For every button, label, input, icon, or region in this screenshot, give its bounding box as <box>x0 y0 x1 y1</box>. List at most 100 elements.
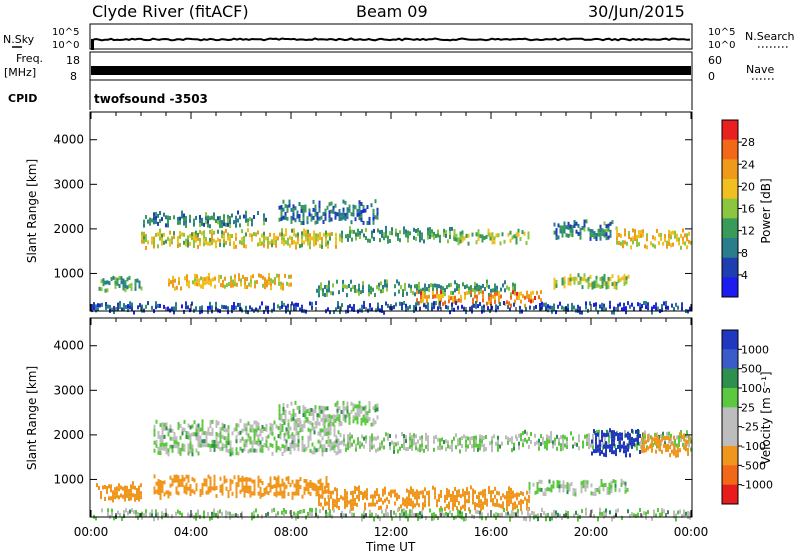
power-cell <box>102 278 105 283</box>
power-cell <box>316 288 318 293</box>
velocity-cell <box>215 432 218 436</box>
power-cell <box>106 280 109 285</box>
velocity-cell <box>497 512 499 517</box>
velocity-cell <box>153 428 156 433</box>
velocity-cell <box>267 511 269 516</box>
velocity-cell <box>329 431 332 436</box>
velocity-cell <box>681 513 683 518</box>
velocity-cell <box>347 438 349 443</box>
velocity-cell <box>221 483 224 488</box>
velocity-cell <box>203 431 206 436</box>
velocity-cell <box>191 477 194 482</box>
power-cell <box>664 234 666 239</box>
velocity-cell <box>327 431 330 436</box>
power-cell <box>143 235 145 240</box>
power-cell <box>235 236 237 241</box>
power-cell <box>616 236 618 241</box>
velocity-cell <box>424 503 426 508</box>
power-cell <box>186 282 188 287</box>
power-cell <box>593 284 596 289</box>
velocity-cell <box>389 446 391 450</box>
velocity-cell <box>125 508 127 513</box>
velocity-cell <box>528 489 531 494</box>
velocity-colorbar-tick-label: -25 <box>741 421 759 434</box>
power-cell <box>557 223 560 228</box>
power-cell <box>165 223 167 228</box>
velocity-cell <box>213 508 215 513</box>
power-cell <box>346 215 349 220</box>
velocity-cell <box>427 435 429 440</box>
velocity-cell <box>106 486 108 490</box>
power-cell <box>433 231 435 236</box>
power-cell <box>540 298 542 303</box>
power-cell <box>267 244 269 249</box>
power-cell <box>159 303 161 308</box>
velocity-cell <box>313 450 316 455</box>
velocity-cell <box>159 492 162 496</box>
velocity-cell <box>417 516 419 521</box>
velocity-cell <box>323 448 326 453</box>
velocity-cell <box>551 516 553 521</box>
velocity-cell <box>508 498 510 503</box>
power-cell <box>329 310 331 315</box>
velocity-cell <box>197 439 200 444</box>
velocity-cell <box>159 488 162 492</box>
velocity-cell <box>480 499 482 504</box>
velocity-cell <box>249 424 252 429</box>
power-cell <box>618 241 620 245</box>
velocity-cell <box>235 482 238 487</box>
power-cell <box>195 215 197 220</box>
power-cell <box>555 310 557 315</box>
velocity-cell <box>138 489 140 494</box>
velocity-cell <box>167 428 170 433</box>
velocity-cell <box>143 513 145 517</box>
velocity-cell <box>342 412 345 417</box>
power-cell <box>428 294 430 299</box>
power-cell <box>239 240 241 245</box>
velocity-cell <box>641 449 643 454</box>
velocity-cell <box>307 435 310 440</box>
power-cell <box>213 216 215 221</box>
velocity-cell <box>631 428 633 433</box>
velocity-cell <box>219 431 222 436</box>
velocity-cell <box>419 444 421 449</box>
power-cell <box>678 237 680 242</box>
velocity-cell <box>678 439 680 444</box>
power-cell <box>536 290 538 295</box>
velocity-cell <box>518 492 520 497</box>
power-cell <box>575 221 578 226</box>
power-cell <box>234 274 236 279</box>
power-cell <box>630 245 632 250</box>
power-cell <box>468 286 470 291</box>
power-cell <box>145 238 147 242</box>
velocity-cell <box>207 427 210 432</box>
power-cell <box>172 283 174 288</box>
velocity-cell <box>566 482 569 487</box>
power-cell <box>219 215 221 220</box>
velocity-cell <box>435 435 437 439</box>
power-cell <box>326 284 328 289</box>
velocity-cell <box>199 435 202 440</box>
velocity-cell <box>265 427 268 432</box>
velocity-cell <box>473 439 475 444</box>
velocity-cell <box>409 509 411 514</box>
velocity-cell <box>525 517 527 522</box>
velocity-cell <box>333 444 336 449</box>
velocity-cell <box>337 438 340 443</box>
velocity-cell <box>352 506 354 511</box>
velocity-cell <box>671 449 673 454</box>
power-cell <box>449 227 451 231</box>
power-cell <box>153 220 155 225</box>
velocity-cell <box>411 509 413 514</box>
power-cell <box>486 283 488 288</box>
velocity-cell <box>383 445 385 450</box>
power-cell <box>490 293 492 298</box>
power-band-2 <box>453 228 530 246</box>
power-cell <box>313 242 315 247</box>
velocity-cell <box>419 436 421 441</box>
power-cell <box>341 303 343 308</box>
power-cell <box>401 302 403 307</box>
velocity-cell <box>161 426 164 431</box>
velocity-cell <box>466 491 468 496</box>
power-cell <box>523 231 526 236</box>
